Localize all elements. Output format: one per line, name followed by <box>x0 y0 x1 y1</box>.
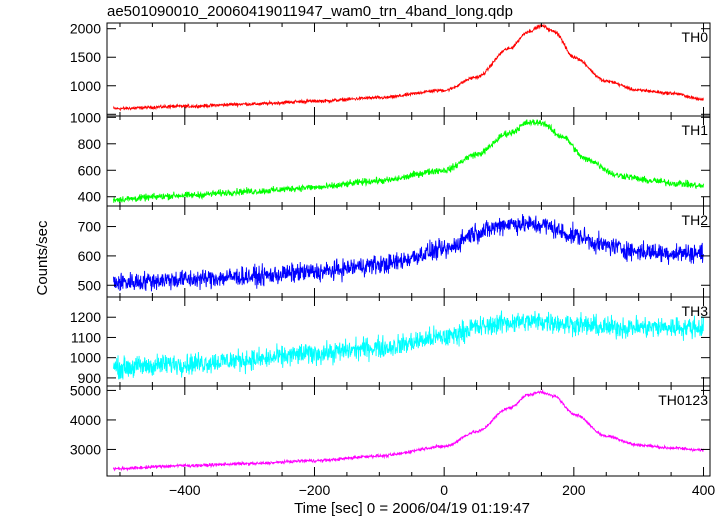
panel-label-th0123: TH0123 <box>658 392 708 408</box>
chart-title: ae501090010_20060419011947_wam0_trn_4ban… <box>107 3 513 20</box>
panel-th0123: 3000 4000 5000 TH0123 <box>70 382 711 477</box>
x-tick-label: 400 <box>692 482 716 498</box>
y-tick-label: 400 <box>78 189 102 205</box>
y-tick-label: 800 <box>78 136 102 152</box>
y-tick-label: 700 <box>78 219 102 235</box>
panel-label-th2: TH2 <box>682 212 709 228</box>
series-line-th1 <box>113 119 704 205</box>
x-tick-label: −200 <box>299 482 331 498</box>
panel-th2: 500 600 700 TH2 <box>78 205 711 298</box>
y-tick-label: 600 <box>78 248 102 264</box>
x-tick-label: 0 <box>440 482 448 498</box>
series-line-th3 <box>113 310 704 380</box>
y-tick-label: 500 <box>78 277 102 293</box>
y-tick-label: 2000 <box>70 21 101 37</box>
panel-th0: 1000 1500 2000 TH0 <box>70 21 711 117</box>
panel-th3: 900 1000 1100 1200 TH3 <box>70 296 711 387</box>
series-line-th0 <box>113 23 704 112</box>
y-tick-label: 900 <box>78 370 102 386</box>
panel-frame <box>106 385 711 477</box>
y-tick-label: 1000 <box>70 78 101 94</box>
panel-label-th0: TH0 <box>682 29 709 45</box>
y-tick-label: 1000 <box>70 350 101 366</box>
panel-th1: 400 600 800 1000 TH1 <box>70 109 711 207</box>
x-axis-label: Time [sec] 0 = 2006/04/19 01:19:47 <box>294 500 530 516</box>
y-tick-label: 3000 <box>70 441 101 457</box>
y-tick-label: 1200 <box>70 309 101 325</box>
y-tick-label: 600 <box>78 162 102 178</box>
y-axis-label: Counts/sec <box>34 220 51 296</box>
y-tick-label: 1000 <box>70 109 101 125</box>
x-tick-label: −400 <box>169 482 201 498</box>
series-line-th2 <box>113 214 704 292</box>
panel-frame <box>106 115 711 207</box>
y-tick-label: 5000 <box>70 382 101 398</box>
y-tick-label: 4000 <box>70 412 101 428</box>
y-tick-label: 1100 <box>71 329 101 345</box>
panels-layer: 100015002000TH04006008001000TH1500600700… <box>70 21 716 498</box>
x-tick-label: 200 <box>562 482 586 498</box>
panel-label-th3: TH3 <box>682 303 709 319</box>
y-tick-label: 1500 <box>70 49 101 65</box>
series-line-th0123 <box>113 388 704 472</box>
panel-frame <box>106 22 711 117</box>
panel-label-th1: TH1 <box>682 122 709 138</box>
